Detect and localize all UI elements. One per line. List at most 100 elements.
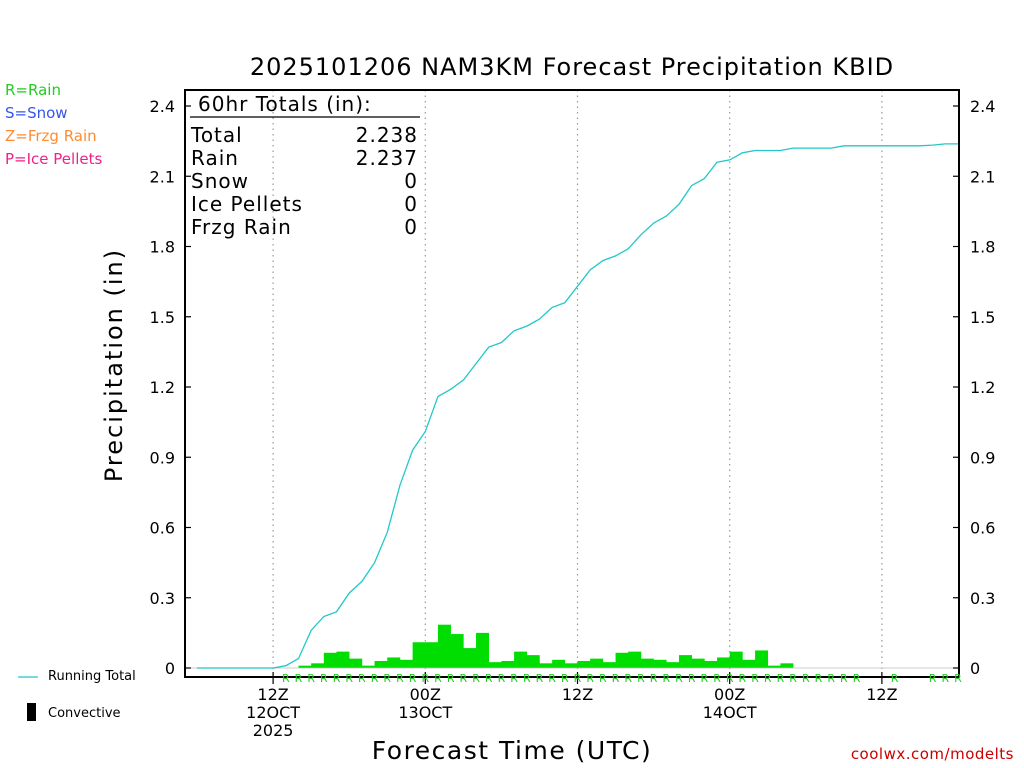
ptype-marker-25: R	[510, 672, 518, 685]
totals-box: 60hr Totals (in): Total 2.238 Rain 2.237 Sno…	[190, 92, 420, 239]
ptype-marker-55: R	[891, 672, 899, 685]
ptype-marker-45: R	[764, 672, 772, 685]
xtick-label-3-1: 14OCT	[703, 703, 757, 722]
xtick-label-0-0: 12Z	[257, 685, 288, 704]
precip-bar-23	[488, 662, 502, 668]
totals-value-2: 0	[404, 169, 418, 193]
y-axis-label: Precipitation (in)	[100, 248, 128, 482]
totals-value-0: 2.238	[356, 123, 418, 147]
xtick-label-3-0: 00Z	[714, 685, 745, 704]
ytick-label-left-4: 1.2	[150, 378, 175, 397]
precip-bar-8	[298, 665, 312, 668]
ptype-marker-58: R	[929, 672, 937, 685]
ptype-marker-39: R	[688, 672, 696, 685]
ptype-marker-12: R	[345, 672, 353, 685]
totals-label-0: Total	[190, 123, 243, 147]
precip-bar-25	[514, 651, 528, 668]
ptype-marker-44: R	[751, 672, 759, 685]
precip-bar-24	[501, 660, 515, 668]
xtick-label-2-0: 12Z	[562, 685, 593, 704]
ptype-marker-19: R	[434, 672, 442, 685]
ytick-label-left-0: 0	[165, 659, 175, 678]
totals-label-2: Snow	[191, 169, 249, 193]
precip-bar-18	[425, 642, 439, 668]
precip-bar-21	[463, 648, 477, 668]
ptype-legend-item-1: S=Snow	[5, 104, 68, 122]
xtick-label-1-0: 00Z	[410, 685, 441, 704]
precip-bar-34	[628, 651, 642, 668]
y-axis-ticks: 0 00.3 0.30.6 0.60.9 0.91.2 1.21.5 1.51.8 1.82.…	[150, 97, 996, 678]
ptype-marker-13: R	[358, 672, 366, 685]
ytick-label-left-5: 1.5	[150, 308, 175, 327]
ptype-marker-36: R	[650, 672, 658, 685]
x-axis-label: Forecast Time (UTC)	[372, 736, 652, 765]
ytick-label-left-6: 1.8	[150, 238, 175, 257]
precip-bar-16	[399, 659, 413, 668]
totals-value-4: 0	[404, 215, 418, 239]
ptype-marker-24: R	[498, 672, 506, 685]
ytick-label-right-8: 2.4	[970, 97, 995, 116]
precip-bar-44	[755, 650, 769, 668]
xtick-label-0-2: 2025	[253, 721, 294, 740]
ptype-marker-30: R	[574, 672, 582, 685]
ytick-label-right-2: 0.6	[970, 519, 995, 538]
chart-title: 2025101206 NAM3KM Forecast Precipitation…	[250, 53, 894, 81]
totals-label-1: Rain	[191, 146, 239, 170]
ptype-marker-35: R	[637, 672, 645, 685]
xtick-label-4-0: 12Z	[866, 685, 897, 704]
ptype-marker-26: R	[523, 672, 531, 685]
precip-bar-27	[539, 663, 553, 668]
ptype-marker-23: R	[485, 672, 493, 685]
ptype-marker-48: R	[802, 672, 810, 685]
ptype-marker-31: R	[586, 672, 594, 685]
convective-legend-label: Convective	[48, 706, 121, 721]
precip-bar-11	[336, 651, 350, 668]
ptype-marker-18: R	[421, 672, 429, 685]
precip-bar-33	[615, 652, 629, 668]
ptype-marker-9: R	[307, 672, 315, 685]
precip-bar-37	[666, 662, 680, 668]
ptype-marker-32: R	[599, 672, 607, 685]
ytick-label-left-3: 0.9	[150, 448, 175, 467]
precip-bar-30	[577, 660, 591, 668]
ytick-label-right-6: 1.8	[970, 238, 995, 257]
ptype-marker-49: R	[815, 672, 823, 685]
ptype-marker-28: R	[548, 672, 556, 685]
precip-bar-26	[526, 655, 540, 668]
ytick-label-right-3: 0.9	[970, 448, 995, 467]
convective-legend-swatch	[27, 703, 36, 721]
precip-bar-31	[590, 658, 604, 668]
precip-bar-28	[552, 659, 566, 668]
ptype-marker-34: R	[624, 672, 632, 685]
running-total-legend-label: Running Total	[48, 669, 136, 684]
precip-bar-45	[767, 665, 781, 668]
ytick-label-left-1: 0.3	[150, 589, 175, 608]
ptype-marker-59: R	[941, 672, 949, 685]
credit-text: coolwx.com/modelts	[850, 745, 1014, 763]
precip-bar-40	[704, 660, 718, 668]
ytick-label-right-5: 1.5	[970, 308, 995, 327]
ptype-marker-40: R	[701, 672, 709, 685]
totals-value-3: 0	[404, 192, 418, 216]
precip-bar-12	[349, 658, 363, 668]
ptype-marker-38: R	[675, 672, 683, 685]
ytick-label-right-7: 2.1	[970, 167, 995, 186]
precip-bar-41	[717, 657, 730, 668]
precip-bar-35	[640, 658, 654, 668]
ytick-label-left-8: 2.4	[150, 97, 175, 116]
ptype-marker-43: R	[739, 672, 747, 685]
totals-rows: Total 2.238 Rain 2.237 Snow 0 Ice Pellets 0 Frzg…	[190, 123, 418, 239]
running-total-line	[197, 143, 958, 669]
ptype-marker-8: R	[295, 672, 303, 685]
ptype-marker-22: R	[472, 672, 480, 685]
precip-bar-39	[691, 658, 705, 668]
plot-frame	[184, 89, 960, 678]
ptype-marker-21: R	[460, 672, 468, 685]
totals-header: 60hr Totals (in):	[198, 92, 372, 116]
precip-bar-17	[412, 642, 426, 668]
precip-bar-43	[742, 659, 756, 668]
ptype-marker-50: R	[827, 672, 835, 685]
ptype-marker-29: R	[561, 672, 569, 685]
